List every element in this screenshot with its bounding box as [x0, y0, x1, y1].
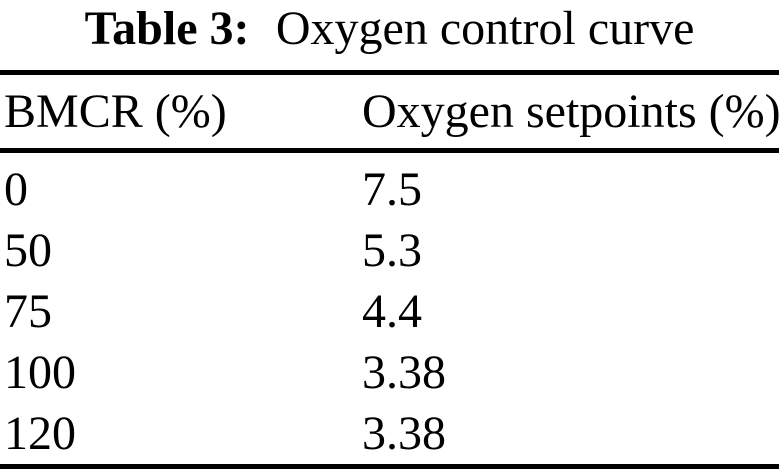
column-header-bmcr: BMCR (%) [4, 85, 227, 138]
cell-bmcr: 75 [4, 285, 52, 338]
cell-oxygen-setpoint: 4.4 [362, 285, 422, 338]
cell-oxygen-setpoint: 5.3 [362, 224, 422, 277]
table-row: 120 3.38 [0, 403, 779, 464]
table-top-rule [0, 70, 779, 75]
cell-bmcr: 100 [4, 346, 76, 399]
table-bottom-rule [0, 464, 779, 469]
cell-oxygen-setpoint: 7.5 [362, 163, 422, 216]
cell-bmcr: 120 [4, 407, 76, 460]
table-caption: Table 3: Oxygen control curve [0, 2, 779, 56]
table-body: 0 7.5 50 5.3 75 4.4 100 3.38 120 3.38 [0, 153, 779, 464]
table-header-row: BMCR (%) Oxygen setpoints (%) [0, 75, 779, 148]
cell-bmcr: 50 [4, 224, 52, 277]
table-header-rule [0, 148, 779, 153]
caption-title: Oxygen control curve [275, 2, 695, 55]
table-row: 50 5.3 [0, 220, 779, 281]
table-row: 100 3.38 [0, 342, 779, 403]
cell-oxygen-setpoint: 3.38 [362, 346, 446, 399]
table-row: 0 7.5 [0, 159, 779, 220]
cell-oxygen-setpoint: 3.38 [362, 407, 446, 460]
table-row: 75 4.4 [0, 281, 779, 342]
column-header-oxygen-setpoints: Oxygen setpoints (%) [362, 85, 779, 138]
cell-bmcr: 0 [4, 163, 28, 216]
caption-label: Table 3: [84, 2, 250, 55]
